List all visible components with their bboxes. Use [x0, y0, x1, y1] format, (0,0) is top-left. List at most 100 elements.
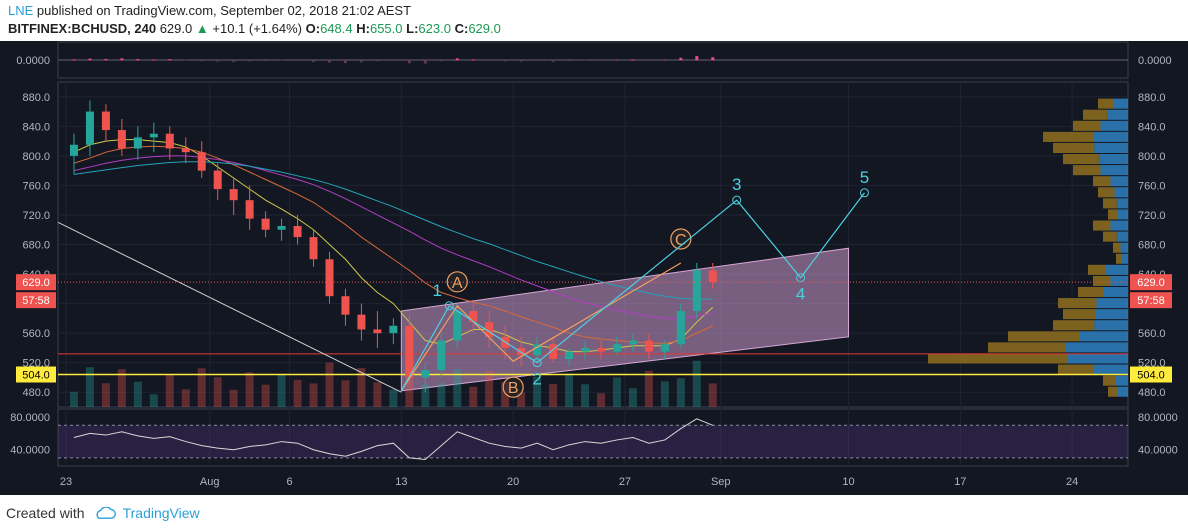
candle-body [389, 325, 398, 334]
macd-hist-bar [519, 60, 523, 62]
candle-body [533, 344, 542, 356]
macd-hist-bar [503, 60, 507, 62]
price-badge-value-right: 629.0 [1137, 277, 1165, 289]
ascending-channel [400, 247, 850, 392]
volume-profile-up [1107, 109, 1128, 120]
volume-bar [533, 376, 542, 407]
volume-bar [165, 375, 174, 407]
moving-average-line [73, 145, 713, 344]
volume-profile-up [1113, 98, 1128, 109]
candle-body [644, 340, 653, 352]
macd-hist-bar [72, 59, 76, 61]
volume-profile-down [1078, 286, 1103, 298]
volume-profile-down [1073, 165, 1101, 176]
macd-hist-bar [551, 60, 555, 62]
macd-hist-bar [296, 60, 300, 61]
volume-profile-up [1106, 264, 1128, 275]
macd-hist-bar [168, 59, 172, 61]
volume-profile-down [1103, 198, 1117, 209]
price-badge-left [16, 274, 56, 291]
volume-bar [149, 394, 158, 407]
macd-hist-bar [248, 60, 252, 62]
macd-hist-bar [583, 60, 587, 61]
volume-profile-up [1068, 353, 1128, 364]
chart-area[interactable]: 880.0 880.0 840.0 840.0 800.0 800.0 760.0 760.0… [0, 41, 1188, 495]
candle-body [469, 310, 478, 323]
volume-profile-up [1110, 220, 1128, 231]
candle-body [357, 314, 366, 330]
price-tick-label-right: 480.0 [1138, 387, 1166, 399]
price-tick-label-left: 760.0 [22, 180, 50, 192]
up-arrow-icon: ▲ [195, 21, 209, 36]
symbol-label: BITFINEX:BCHUSD, 240 [8, 21, 157, 36]
volume-profile-up [1110, 176, 1128, 187]
candle-body [549, 344, 558, 359]
moving-average-line [73, 139, 714, 353]
macd-hist-bar [88, 58, 92, 61]
macd-hist-bar [535, 60, 539, 61]
volume-bar [708, 383, 717, 407]
volume-bar [69, 391, 78, 407]
macd-hist-bar [647, 60, 651, 61]
price-tick-label-left: 720.0 [22, 210, 50, 222]
macd-hist-bar [104, 58, 108, 61]
price-chart[interactable]: 880.0 880.0 840.0 840.0 800.0 800.0 760.0 760.0… [0, 41, 1188, 495]
rsi-tick-label-left: 80.0000 [10, 412, 50, 424]
timer-badge-value-right: 57:58 [1137, 295, 1165, 307]
volume-profile-down [1103, 231, 1117, 242]
macd-hist-bar [663, 59, 667, 61]
author-name[interactable]: LNE [8, 3, 34, 18]
wave-label: 2 [532, 370, 541, 389]
volume-profile-up [1110, 275, 1128, 286]
time-tick-label: 20 [507, 476, 519, 488]
macd-hist-bar [200, 60, 204, 62]
candle-body [565, 351, 574, 359]
macd-hist-bar [487, 60, 491, 61]
macd-hist-bar [232, 60, 236, 62]
volume-profile-up [1122, 253, 1128, 264]
timer-badge-right [1130, 292, 1172, 309]
macd-hist-bar [327, 60, 331, 63]
time-tick-label: Aug [200, 476, 220, 488]
macd-hist-bar [631, 59, 635, 61]
candle-body [309, 237, 318, 260]
candle-body [69, 144, 78, 156]
macd-hist-bar [615, 59, 619, 61]
candle-body [421, 370, 430, 378]
volume-bar [277, 374, 286, 407]
price-tick-label-right: 840.0 [1138, 121, 1166, 133]
time-tick-label: 13 [395, 476, 407, 488]
volume-profile-up [1120, 242, 1128, 253]
macd-hist-bar [711, 57, 715, 61]
volume-bar [197, 368, 206, 407]
volume-bar [261, 384, 270, 407]
volume-bar [612, 377, 621, 407]
volume-profile-down [988, 342, 1065, 353]
rsi-pane [57, 408, 1129, 467]
macd-hist-bar [423, 60, 427, 64]
candle-body [229, 189, 238, 201]
price-tick-label-left: 680.0 [22, 240, 50, 252]
publish-line: LNE published on TradingView.com, Septem… [8, 3, 411, 18]
abc-label-circle [502, 376, 524, 398]
candle-body [517, 347, 526, 356]
price-tick-label-left: 560.0 [22, 328, 50, 340]
candle-body [101, 111, 110, 131]
close-label: C: [454, 21, 469, 36]
volume-bar [565, 373, 574, 407]
volume-profile-down [1063, 154, 1099, 165]
volume-bar [437, 383, 446, 407]
candle-body [676, 310, 685, 345]
close-value: 629.0 [468, 21, 501, 36]
price-badge-value-left: 629.0 [22, 277, 50, 289]
time-tick-label: Sep [711, 476, 731, 488]
volume-profile-down [1093, 275, 1111, 286]
price-tick-label-right: 800.0 [1138, 151, 1166, 163]
volume-profile-up [1080, 331, 1128, 342]
candle-body [612, 344, 621, 352]
volume-profile-up [1094, 320, 1128, 331]
volume-profile-down [1108, 386, 1118, 397]
volume-bar [628, 388, 637, 407]
candle-body [149, 133, 158, 138]
tradingview-link[interactable]: TradingView [122, 505, 200, 521]
